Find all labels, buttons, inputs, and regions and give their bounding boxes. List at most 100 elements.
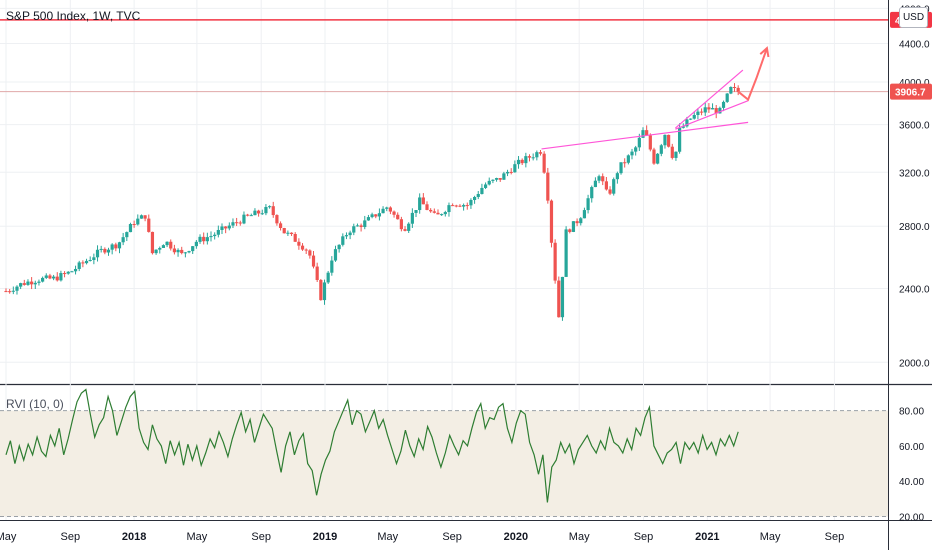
candle-body	[278, 223, 283, 229]
candle-body	[326, 272, 330, 283]
candle-body	[297, 241, 301, 246]
candle-body	[308, 250, 312, 256]
candle-body	[275, 215, 279, 224]
candle-body	[260, 213, 264, 215]
candle-body	[465, 205, 469, 207]
candle-body	[59, 273, 63, 281]
candle-body	[535, 152, 539, 158]
candle-body	[125, 232, 129, 238]
candle-body	[84, 260, 89, 264]
candle-body	[128, 224, 133, 233]
candle-body	[73, 268, 78, 272]
rvi-legend[interactable]: RVI (10, 0)	[6, 397, 64, 411]
candle-body	[579, 218, 583, 224]
candle-body	[458, 205, 462, 207]
candle-body	[99, 248, 103, 250]
candle-body	[139, 215, 144, 219]
candle-body	[469, 200, 473, 206]
candle-body	[26, 281, 30, 285]
candle-body	[571, 221, 576, 232]
candle-body	[136, 218, 140, 225]
candle-body	[341, 236, 345, 245]
candle-body	[44, 275, 48, 278]
candle-body	[407, 223, 411, 231]
candle-body	[359, 225, 363, 228]
candle-body	[205, 237, 209, 242]
candle-body	[597, 176, 601, 181]
candle-body	[198, 236, 202, 242]
x-tick-label: 2018	[122, 531, 146, 543]
candle-body	[41, 277, 45, 282]
candle-body	[674, 151, 678, 158]
candle-body	[524, 156, 528, 164]
candle-body	[238, 222, 242, 224]
y-tick-label: 4400.0	[899, 40, 930, 51]
candle-body	[169, 241, 173, 249]
candle-body	[546, 172, 550, 201]
candle-body	[202, 236, 206, 242]
candle-body	[366, 217, 371, 221]
currency-badge[interactable]: USD	[899, 7, 928, 28]
candle-body	[66, 271, 70, 274]
candle-body	[30, 281, 34, 285]
candle-body	[652, 149, 656, 164]
candle-body	[645, 130, 649, 136]
candle-body	[330, 260, 334, 273]
candle-body	[564, 229, 568, 277]
x-tick-label: May	[760, 531, 781, 543]
candle-body	[440, 214, 444, 216]
candle-body	[516, 159, 521, 165]
candle-body	[476, 193, 480, 197]
candle-body	[194, 241, 198, 247]
candle-body	[403, 229, 407, 231]
chart-title[interactable]: S&P 500 Index, 1W, TVC	[6, 9, 141, 23]
candle-body	[187, 251, 191, 253]
candle-body	[117, 242, 122, 249]
candle-body	[48, 275, 52, 279]
candle-body	[348, 232, 352, 236]
candle-body	[432, 211, 436, 213]
candle-body	[557, 280, 561, 318]
candle-body	[538, 152, 543, 154]
candle-body	[385, 207, 389, 209]
candle-body	[703, 107, 707, 113]
candle-body	[161, 245, 166, 248]
candle-body	[191, 246, 195, 252]
candle-body	[267, 206, 272, 208]
candle-body	[311, 255, 316, 267]
candle-body	[81, 262, 85, 264]
candle-body	[183, 252, 187, 254]
candle-body	[681, 126, 685, 128]
y-tick-label: 2400.0	[899, 285, 930, 296]
candle-body	[103, 248, 107, 253]
y-tick-label: 3600.0	[899, 121, 930, 132]
candle-body	[176, 249, 180, 253]
candle-body	[732, 87, 737, 89]
candle-body	[447, 205, 451, 213]
candle-body	[421, 197, 425, 205]
candle-body	[352, 226, 356, 233]
candle-body	[520, 159, 524, 164]
x-tick-label: Sep	[61, 531, 81, 543]
candle-body	[502, 173, 506, 180]
candle-body	[15, 286, 19, 291]
candle-body	[110, 244, 114, 250]
candle-body	[425, 204, 429, 210]
candle-body	[443, 212, 447, 215]
rvi-band	[0, 410, 888, 517]
candle-body	[106, 249, 111, 253]
candle-body	[231, 222, 235, 226]
candle-body	[150, 231, 155, 254]
candle-body	[678, 127, 682, 152]
candle-body	[315, 266, 319, 280]
x-tick-label: May	[0, 531, 17, 543]
candle-body	[451, 205, 455, 207]
candle-body	[410, 212, 414, 224]
candles	[4, 83, 740, 321]
x-tick-label: 2020	[504, 531, 528, 543]
candle-body	[392, 211, 396, 215]
trendline	[541, 121, 749, 150]
candle-body	[612, 179, 616, 194]
